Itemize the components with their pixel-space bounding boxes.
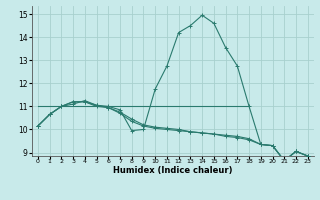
X-axis label: Humidex (Indice chaleur): Humidex (Indice chaleur) (113, 166, 233, 175)
